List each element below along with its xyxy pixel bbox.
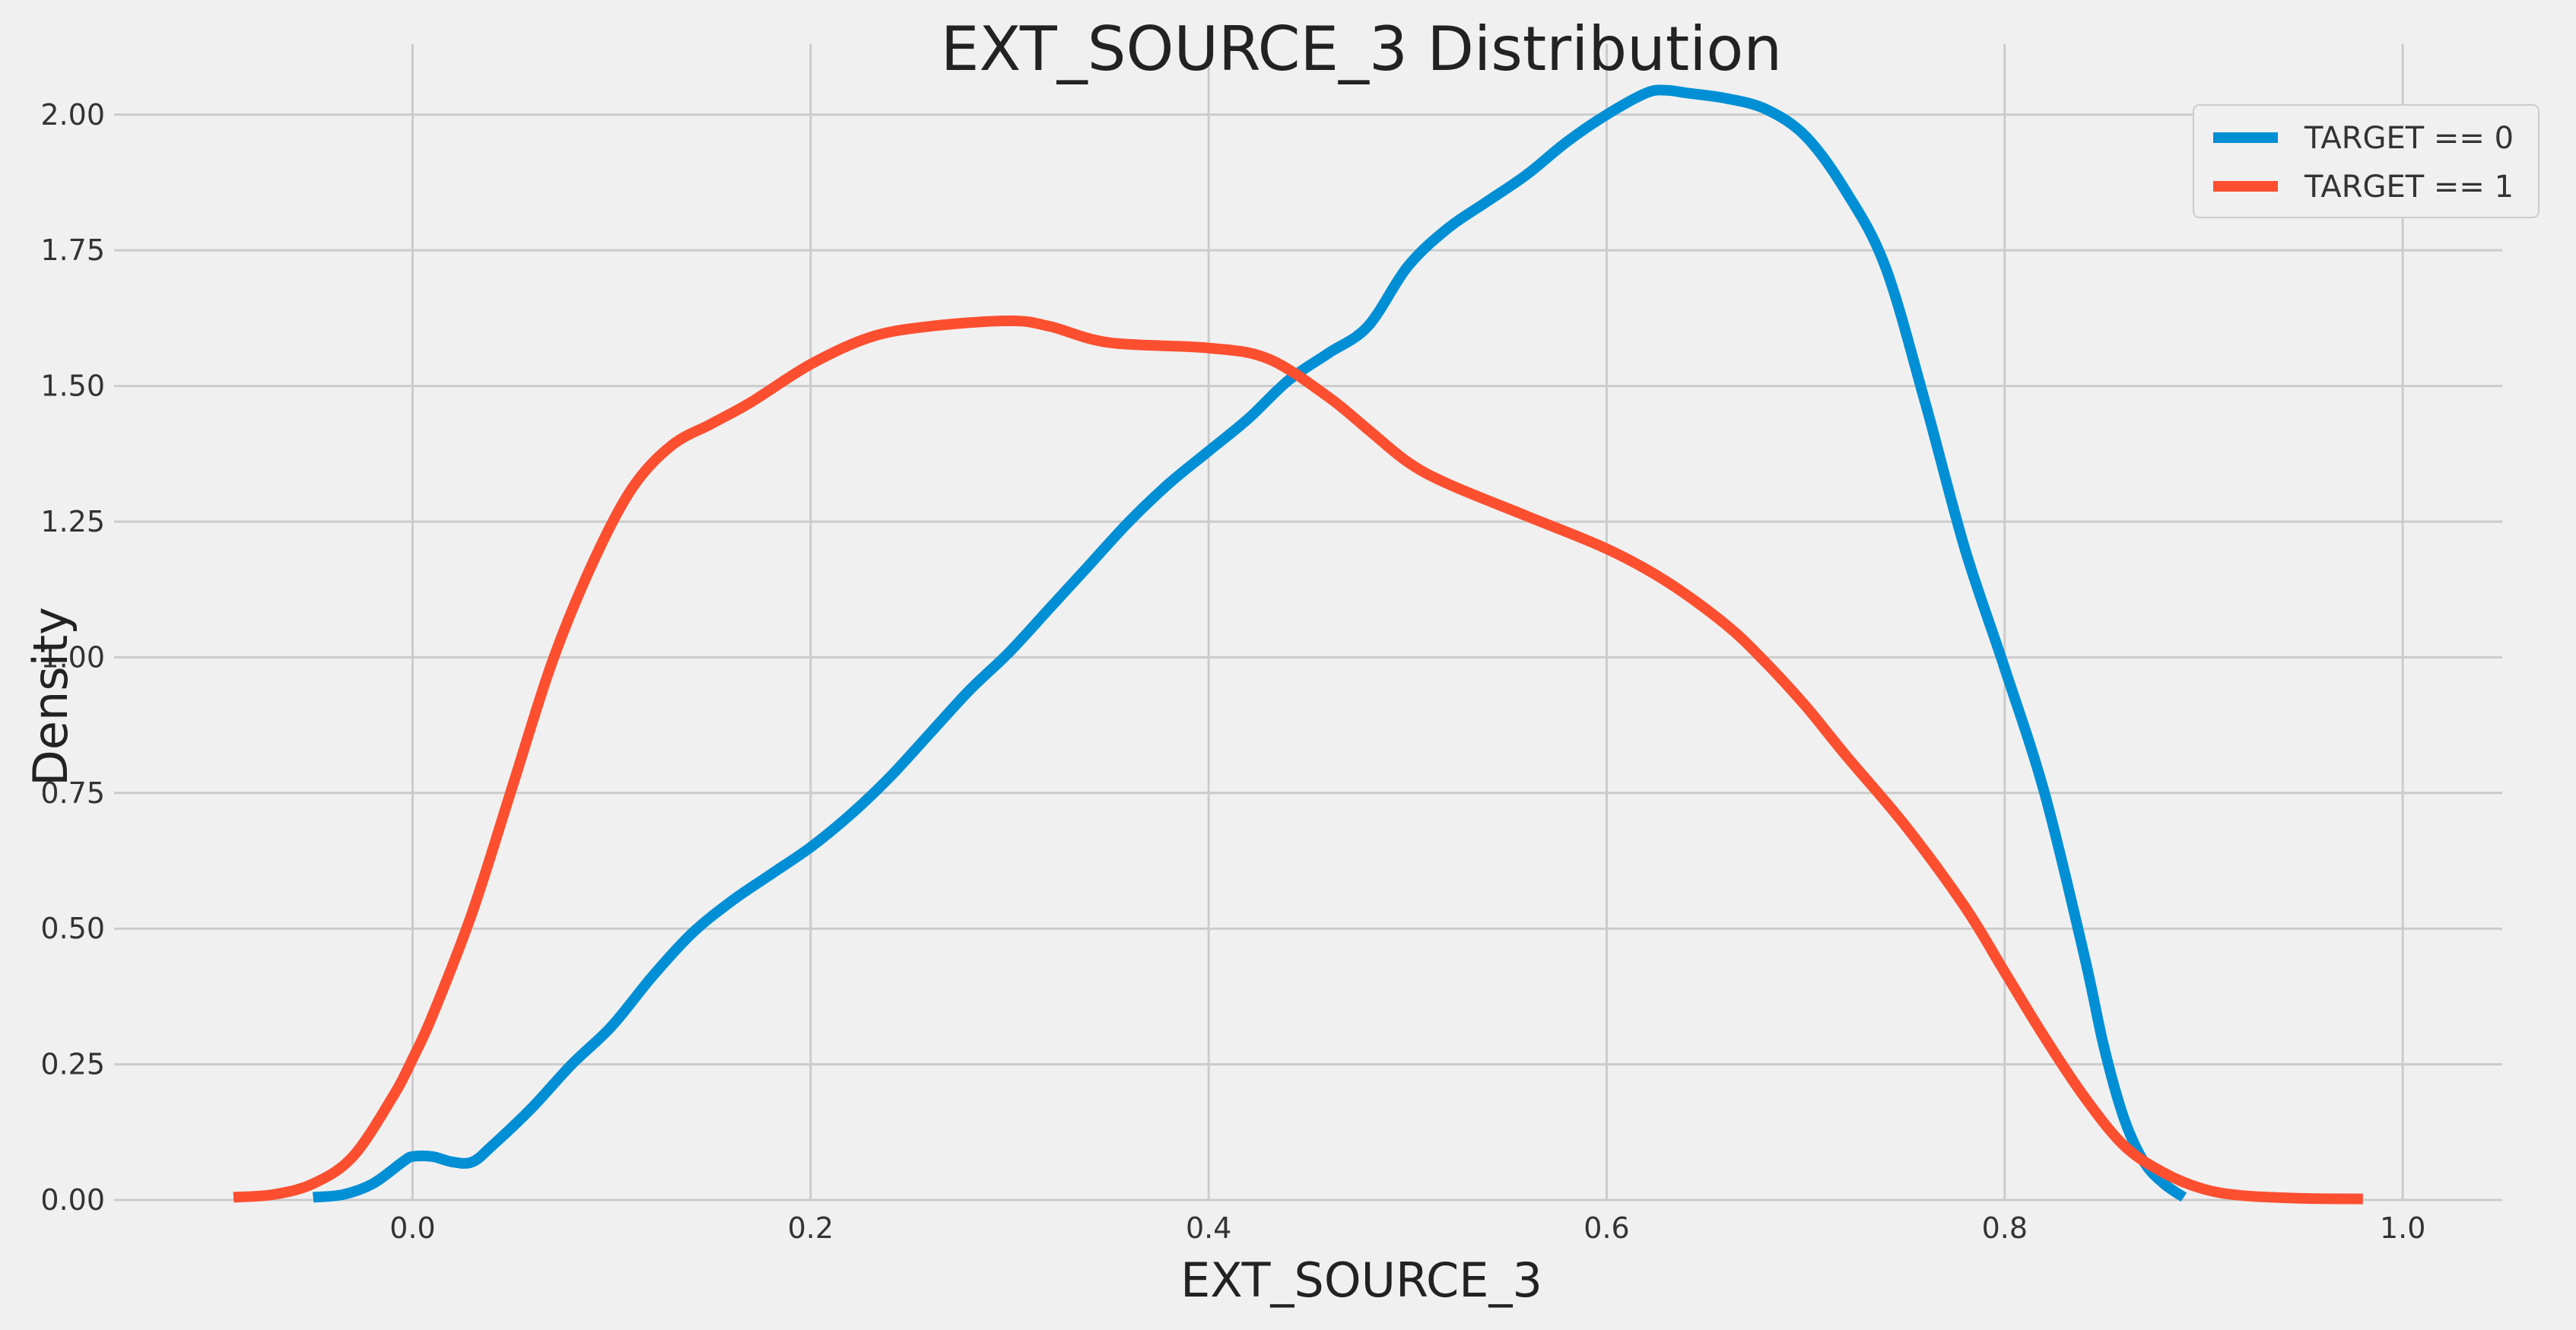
legend: TARGET == 0 TARGET == 1 bbox=[2193, 104, 2539, 218]
y-tick-label: 1.75 bbox=[40, 233, 105, 267]
y-tick-label: 1.50 bbox=[40, 370, 105, 403]
x-tick-labels: 0.0 0.2 0.4 0.6 0.8 1.0 bbox=[389, 1211, 2425, 1245]
y-tick-label: 0.75 bbox=[40, 776, 105, 810]
legend-label-target-0: TARGET == 0 bbox=[2304, 121, 2514, 156]
series-line-target-0 bbox=[313, 84, 2187, 1203]
x-tick-label: 0.0 bbox=[389, 1211, 435, 1245]
x-tick-label: 0.6 bbox=[1583, 1211, 1629, 1245]
y-tick-label: 1.00 bbox=[40, 640, 105, 674]
legend-frame bbox=[2193, 104, 2539, 218]
x-tick-label: 1.0 bbox=[2380, 1211, 2425, 1245]
y-tick-labels: 0.00 0.25 0.50 0.75 1.00 1.25 1.50 1.75 2.00 bbox=[40, 98, 105, 1217]
legend-label-target-1: TARGET == 1 bbox=[2304, 170, 2514, 205]
series-line-target-1 bbox=[233, 315, 2363, 1205]
x-tick-label: 0.2 bbox=[788, 1211, 834, 1245]
y-tick-label: 0.00 bbox=[40, 1183, 105, 1217]
series-lines bbox=[233, 84, 2363, 1205]
x-gridlines bbox=[411, 44, 2404, 1200]
y-axis-label: Density bbox=[23, 607, 78, 786]
x-axis-label: EXT_SOURCE_3 bbox=[1180, 1252, 1542, 1308]
x-tick-label: 0.4 bbox=[1186, 1211, 1231, 1245]
y-tick-label: 0.25 bbox=[40, 1048, 105, 1081]
y-tick-label: 2.00 bbox=[40, 98, 105, 132]
chart-title: EXT_SOURCE_3 Distribution bbox=[941, 14, 1782, 84]
y-tick-label: 1.25 bbox=[40, 505, 105, 538]
x-tick-label: 0.8 bbox=[1982, 1211, 2028, 1245]
y-tick-label: 0.50 bbox=[40, 912, 105, 945]
